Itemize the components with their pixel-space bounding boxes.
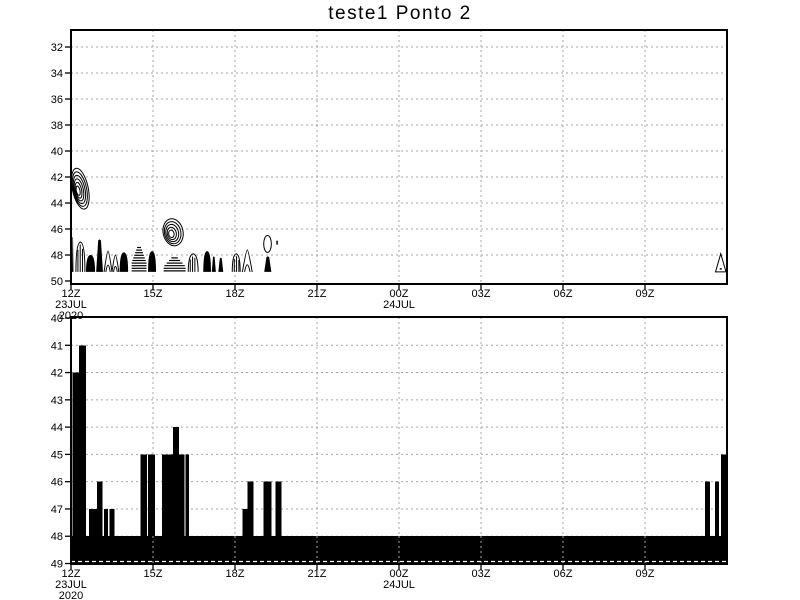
y-tick-label: 38 [51,120,63,132]
y-tick-label: 45 [51,449,63,461]
x-tick-label: 06Z [554,568,573,580]
bar [96,481,103,537]
x-tick-label: 12Z [62,568,81,580]
x-tick-label: 06Z [554,288,573,300]
strip-blob [203,251,211,272]
x-date-label: 24JUL [383,299,415,311]
contour-ring [165,223,180,243]
y-tick-label: 42 [51,368,63,380]
x-date-label: 23JUL [55,579,87,591]
base-band [71,536,727,564]
x-date-label: 23JUL [55,299,87,311]
y-tick-label: 44 [51,198,63,210]
bar [263,481,272,537]
y-tick-label: 48 [51,250,63,262]
y-tick-label: 43 [51,395,63,407]
strip-tent-inner [244,264,251,272]
strip-spike [211,256,216,272]
contour-triangle [714,251,727,273]
y-tick-label: 32 [51,42,63,54]
contour-ring [70,167,90,210]
x-tick-label: 12Z [62,288,81,300]
strip-blob [86,255,96,272]
strip-tent-inner [113,265,118,272]
strip-spike [264,256,272,272]
y-tick-label: 40 [51,146,63,158]
chart-title: teste1 Ponto 2 [328,3,472,24]
bar [140,454,147,537]
bar [109,508,115,537]
y-tick-label: 44 [51,422,63,434]
x-tick-label: 09Z [636,288,655,300]
strip-spike [218,257,224,272]
x-tick-label: 00Z [390,288,409,300]
bar [185,454,190,537]
contour-ring [163,221,182,245]
strip-tent [111,254,120,272]
strip-hatch-outline [187,253,199,272]
x-tick-label: 03Z [472,288,491,300]
contour-ring [73,178,85,202]
contour-ring [72,174,87,205]
bar [173,427,180,537]
contour-sliver [263,235,272,253]
x-tick-label: 00Z [390,568,409,580]
bar [79,345,87,537]
bar [72,372,84,537]
y-tick-label: 34 [51,68,63,80]
y-tick-label: 42 [51,172,63,184]
y-tick-label: 48 [51,531,63,543]
strip-blob [119,252,129,272]
x-date-label: 2020 [59,590,83,600]
strip-tent-inner [105,264,111,272]
strip-spike [72,236,74,272]
bar [148,454,156,537]
x-tick-label: 18Z [226,288,245,300]
y-tick-label: 49 [51,559,63,571]
bar [714,481,720,537]
strip-hatch-outline [75,241,86,272]
y-tick-label: 36 [51,94,63,106]
x-date-label: 24JUL [383,579,415,591]
x-tick-label: 09Z [636,568,655,580]
y-tick-label: 46 [51,224,63,236]
y-tick-label: 40 [51,313,63,325]
strip-blob [148,251,157,272]
strip-tent [103,250,113,272]
x-tick-label: 21Z [308,288,327,300]
contour-ring [166,226,177,241]
x-tick-label: 15Z [144,288,163,300]
contour-ring [168,229,175,239]
strip-spike [96,239,103,272]
x-tick-label: 03Z [472,568,491,580]
bar [275,481,282,537]
contour-ring [162,218,184,247]
x-tick-label: 18Z [226,568,245,580]
bar [704,481,711,537]
strip-hatch-outline [231,253,241,272]
x-tick-label: 15Z [144,568,163,580]
y-tick-label: 50 [51,276,63,288]
contour-ring [74,181,83,199]
bar [103,508,108,537]
y-tick-label: 41 [51,340,63,352]
contour-ring [75,185,81,196]
y-tick-label: 47 [51,504,63,516]
contour-ring [71,171,88,207]
x-tick-label: 21Z [308,568,327,580]
y-tick-label: 46 [51,477,63,489]
strip-tent [241,249,253,272]
bar [247,481,254,537]
bar [720,454,726,537]
